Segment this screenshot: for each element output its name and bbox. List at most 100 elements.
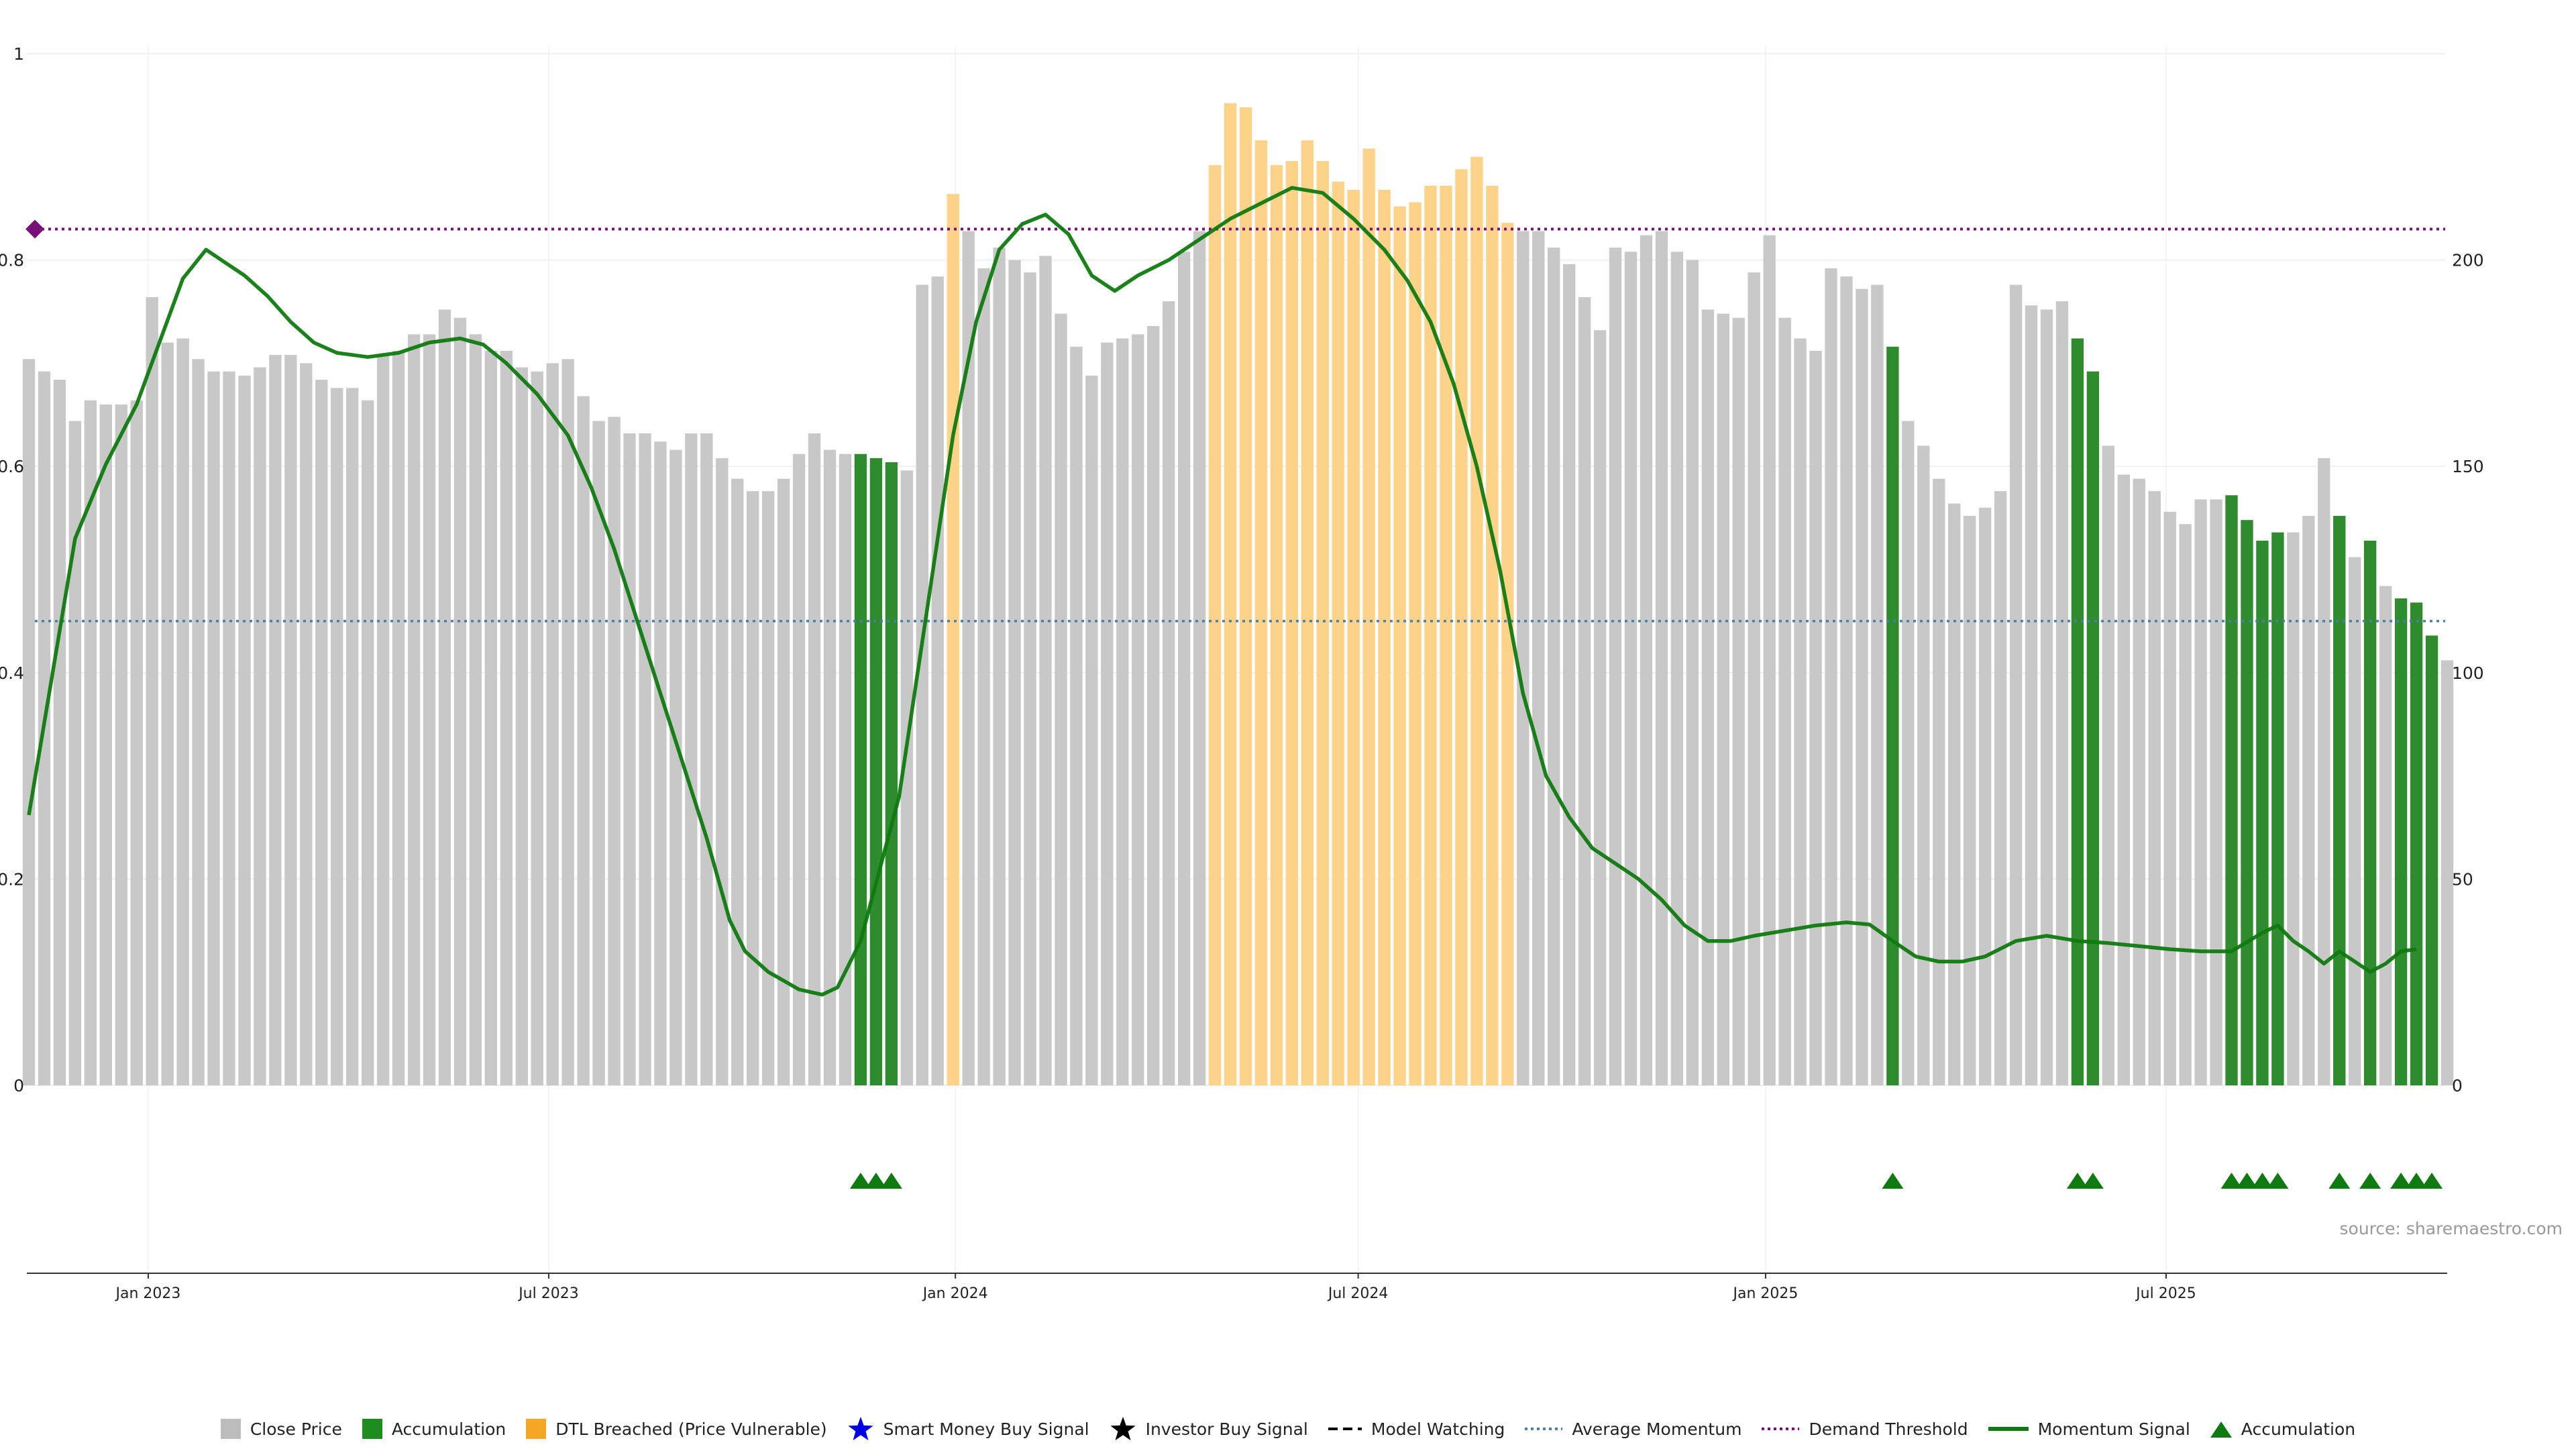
close-price-bar: [176, 338, 189, 1085]
close-price-bar: [1147, 326, 1160, 1086]
accumulation-triangle: [2251, 1173, 2273, 1189]
close-price-bar: [747, 491, 759, 1085]
close-price-bar: [1778, 317, 1791, 1085]
legend-label: Smart Money Buy Signal: [883, 1419, 1089, 1439]
grey-square-icon: [220, 1419, 241, 1439]
close-price-bar: [1670, 252, 1684, 1085]
dtl-breached-bar: [1486, 185, 1499, 1085]
close-price-bar: [654, 441, 667, 1085]
legend-label: Model Watching: [1371, 1419, 1505, 1439]
close-price-bar: [1532, 231, 1545, 1085]
green-square-icon: [362, 1419, 382, 1439]
close-price-bar: [254, 367, 266, 1085]
accumulation-triangle: [1882, 1173, 1904, 1189]
close-price-bar: [284, 355, 297, 1086]
accumulation-bar: [2333, 516, 2346, 1085]
legend-item: Smart Money Buy Signal: [847, 1415, 1089, 1442]
close-price-bar: [977, 268, 990, 1085]
close-price-bar: [993, 248, 1006, 1085]
close-price-bar: [2102, 445, 2115, 1085]
close-price-bar: [1825, 268, 1837, 1085]
close-price-bar: [1964, 516, 1976, 1085]
close-price-bar: [1055, 313, 1067, 1086]
close-price-bar: [1008, 260, 1021, 1086]
left-axis-tick: 0.4: [0, 663, 24, 683]
close-price-bar: [1933, 478, 1945, 1085]
close-price-bar: [500, 350, 513, 1085]
dtl-breached-bar: [1224, 103, 1237, 1086]
close-price-bar: [2163, 511, 2176, 1085]
close-price-bar: [777, 478, 790, 1085]
close-price-bar: [2117, 474, 2130, 1085]
close-price-bar: [161, 342, 174, 1085]
close-price-bar: [53, 380, 66, 1085]
close-price-bar: [531, 371, 543, 1085]
legend-item: Investor Buy Signal: [1110, 1415, 1308, 1442]
legend-item: Average Momentum: [1525, 1419, 1741, 1439]
dtl-breached-bar: [1501, 223, 1514, 1086]
close-price-bar: [1039, 256, 1052, 1085]
close-price-bar: [1640, 235, 1653, 1085]
close-price-bar: [438, 309, 451, 1085]
close-price-bar: [685, 433, 698, 1085]
close-price-bar: [808, 433, 821, 1085]
close-price-bar: [839, 453, 852, 1085]
dtl-breached-bar: [1362, 148, 1375, 1086]
close-price-bar: [546, 363, 559, 1085]
close-price-bar: [361, 400, 374, 1085]
dtl-breached-bar: [1409, 202, 1421, 1086]
close-price-bar: [223, 371, 235, 1085]
close-price-bar: [1748, 272, 1760, 1085]
right-axis-tick: 0: [2452, 1076, 2463, 1095]
close-price-bar: [1840, 276, 1853, 1085]
dtl-breached-bar: [1270, 165, 1283, 1085]
close-price-bar: [2302, 516, 2315, 1085]
close-price-bar: [2318, 458, 2330, 1085]
close-price-bar: [1994, 491, 2007, 1085]
dtl-breached-bar: [1285, 160, 1299, 1085]
legend-label: Average Momentum: [1572, 1419, 1742, 1439]
legend-item: Accumulation: [2210, 1419, 2355, 1439]
left-axis-tick: 0: [13, 1076, 24, 1095]
accumulation-triangle: [2267, 1173, 2289, 1189]
accumulation-bar: [2071, 338, 2084, 1085]
left-axis-tick: 0.8: [0, 251, 24, 270]
close-price-bar: [592, 421, 605, 1085]
dtl-breached-bar: [1254, 140, 1268, 1085]
right-axis-tick: 50: [2452, 869, 2473, 889]
close-price-bar: [900, 470, 914, 1085]
close-price-bar: [608, 417, 621, 1085]
dtl-breached-bar: [1301, 140, 1314, 1085]
close-price-bar: [2009, 284, 2023, 1086]
close-price-bar: [2148, 491, 2161, 1085]
close-price-bar: [423, 334, 436, 1086]
price-bars: [22, 103, 2454, 1086]
legend-item: Momentum Signal: [1988, 1419, 2190, 1439]
accumulation-bar: [2394, 598, 2408, 1085]
close-price-bar: [407, 334, 421, 1086]
legend-item: Demand Threshold: [1762, 1419, 1968, 1439]
right-axis-tick: 100: [2452, 663, 2484, 683]
close-price-bar: [515, 367, 528, 1085]
close-price-bar: [1085, 375, 1098, 1086]
close-price-bar: [1978, 507, 1992, 1085]
close-price-bar: [962, 231, 975, 1085]
accumulation-triangle: [2421, 1173, 2443, 1189]
x-axis-tick-label: Jul 2023: [517, 1285, 579, 1302]
legend-item: Close Price: [220, 1419, 342, 1439]
close-price-bar: [1655, 231, 1668, 1085]
close-price-bar: [207, 371, 220, 1085]
accumulation-triangle: [2236, 1173, 2258, 1189]
left-axis-tick: 0.2: [0, 869, 24, 889]
accumulation-bar: [869, 458, 883, 1085]
close-price-bar: [1609, 248, 1622, 1085]
accumulation-triangle: [2082, 1173, 2104, 1189]
accumulation-bar: [2225, 495, 2238, 1085]
dtl-breached-bar: [1470, 156, 1483, 1085]
accumulation-triangle: [2390, 1173, 2412, 1189]
close-price-bar: [2025, 305, 2038, 1086]
accumulation-bar: [2425, 635, 2438, 1085]
dtl-breached-bar: [1455, 169, 1468, 1086]
blue-star-icon: [847, 1415, 874, 1442]
